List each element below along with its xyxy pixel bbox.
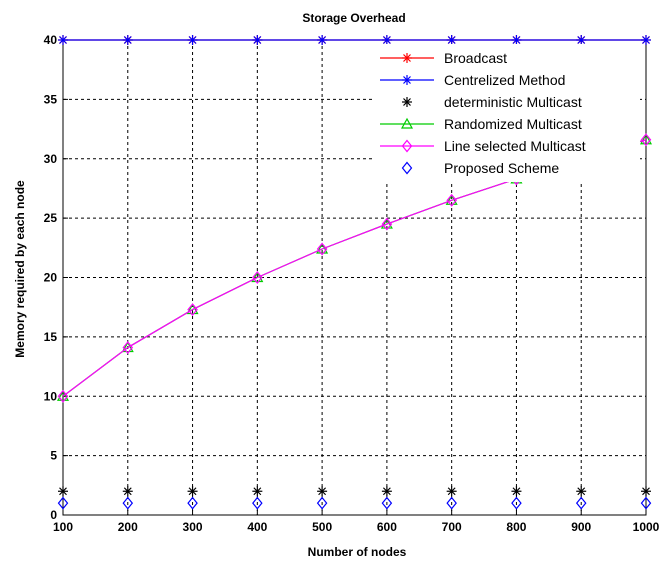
x-tick-label: 800 [506,520,526,534]
legend-label: Broadcast [444,50,507,66]
series-proposed-scheme [57,496,652,510]
y-tick-label: 0 [50,508,57,522]
data-point-line-selected-multicast [187,303,198,317]
data-point-centrelized-method [187,35,198,45]
legend-item-centrelized-method: Centrelized Method [380,72,565,88]
y-tick-label: 5 [50,449,57,463]
data-point-deterministic-multicast [641,486,651,497]
legend-label: Line selected Multicast [444,138,586,154]
data-point-randomized-multicast [639,133,653,145]
chart-title: Storage Overhead [302,11,405,25]
series-deterministic-multicast [58,486,651,497]
data-point-proposed-scheme [187,496,198,510]
y-tick-label: 30 [44,152,58,166]
data-point-randomized-multicast [56,390,70,401]
legend-marker [401,139,413,153]
data-point-line-selected-multicast [57,389,69,403]
data-point-centrelized-method [122,35,133,45]
legend-item-randomized-multicast: Randomized Multicast [380,116,582,132]
legend-marker [401,161,413,175]
data-point-centrelized-method [58,35,68,45]
data-point-deterministic-multicast [317,486,328,497]
data-point-deterministic-multicast [381,486,392,497]
data-point-centrelized-method [446,35,457,45]
data-point-line-selected-multicast [122,341,134,355]
y-tick-label: 35 [44,92,58,106]
data-point-line-selected-multicast [446,193,457,207]
data-point-proposed-scheme [446,496,457,510]
legend-marker [400,117,414,129]
legend-marker [402,53,412,63]
legend-item-line-selected-multicast: Line selected Multicast [380,138,586,154]
legend-marker [402,97,412,107]
data-point-proposed-scheme [316,496,328,510]
legend-marker [402,75,412,85]
data-point-proposed-scheme [381,496,393,510]
x-tick-label: 200 [118,520,138,534]
data-point-deterministic-multicast [252,486,263,497]
y-tick-label: 15 [44,330,58,344]
x-tick-label: 400 [247,520,267,534]
x-tick-label: 500 [312,520,332,534]
legend-label: Centrelized Method [444,72,565,88]
data-point-deterministic-multicast [187,486,198,497]
x-tick-label: 700 [442,520,462,534]
x-tick-label: 900 [571,520,591,534]
legend-label: Proposed Scheme [444,160,559,176]
data-point-line-selected-multicast [640,133,652,147]
y-tick-label: 20 [44,271,58,285]
x-tick-label: 1000 [633,520,660,534]
data-point-proposed-scheme [252,496,263,510]
data-point-proposed-scheme [511,496,522,510]
data-point-proposed-scheme [122,496,134,510]
data-point-line-selected-multicast [381,217,393,231]
legend-label: deterministic Multicast [444,94,582,110]
series-centrelized-method [58,35,651,45]
data-point-deterministic-multicast [446,486,457,497]
data-point-proposed-scheme [575,496,587,510]
data-point-centrelized-method [511,35,522,45]
x-axis-label: Number of nodes [308,545,407,559]
legend-item-proposed-scheme: Proposed Scheme [401,160,559,176]
data-point-deterministic-multicast [576,486,587,497]
legend-box [372,44,640,182]
y-tick-label: 40 [44,33,58,47]
y-axis-label: Memory required by each node [13,180,27,358]
data-point-randomized-multicast [186,303,199,315]
legend: Broadcast Centrelized Method deterministic… [372,44,640,182]
y-tick-label: 10 [44,389,58,403]
x-tick-label: 100 [53,520,73,534]
data-point-randomized-multicast [121,341,134,353]
data-point-proposed-scheme [640,496,652,510]
data-point-line-selected-multicast [252,271,263,284]
legend-label: Randomized Multicast [444,116,582,132]
data-point-centrelized-method [576,35,587,45]
x-tick-label: 600 [377,520,397,534]
data-point-line-selected-multicast [316,242,328,256]
data-point-proposed-scheme [57,496,69,510]
data-point-deterministic-multicast [122,486,133,497]
legend-item-deterministic-multicast: deterministic Multicast [402,94,582,110]
x-tick-label: 300 [183,520,203,534]
data-point-centrelized-method [641,35,651,45]
data-point-centrelized-method [381,35,392,45]
data-point-centrelized-method [252,35,263,45]
data-point-deterministic-multicast [58,486,68,497]
y-tick-label: 25 [44,211,58,225]
data-point-deterministic-multicast [511,486,522,497]
data-point-centrelized-method [317,35,328,45]
legend-item-broadcast: Broadcast [380,50,507,66]
